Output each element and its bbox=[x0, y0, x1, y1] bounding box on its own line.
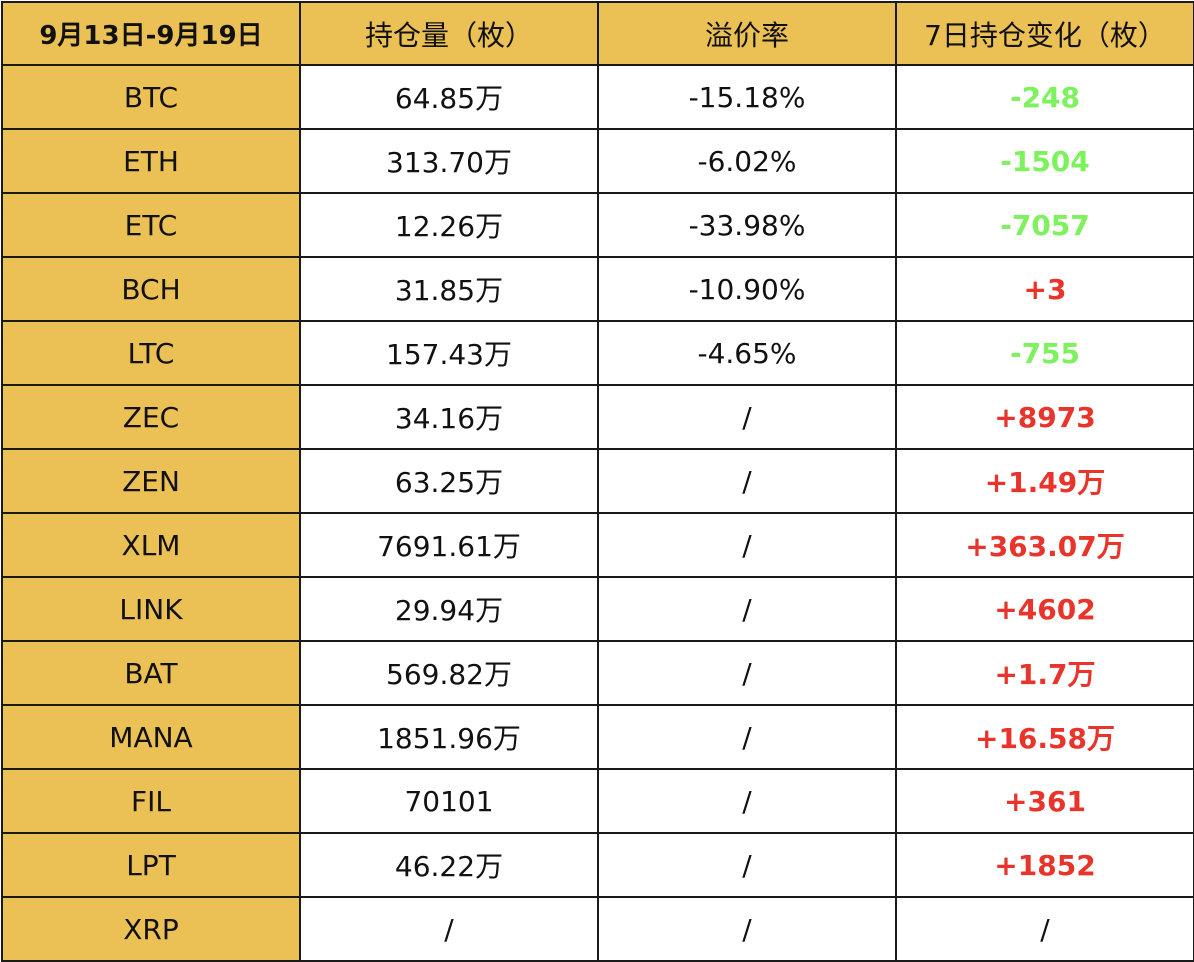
premium-cell: -10.90% bbox=[597, 256, 897, 322]
table-row: BTC 64.85万 -15.18% -248 bbox=[1, 64, 1194, 130]
change-cell: +1852 bbox=[895, 832, 1194, 898]
table-row: ETH 313.70万 -6.02% -1504 bbox=[1, 128, 1194, 194]
holding-cell: 70101 bbox=[299, 768, 599, 834]
coin-name-cell: LTC bbox=[1, 320, 301, 386]
change-cell: +363.07万 bbox=[895, 512, 1194, 578]
table-row: FIL 70101/+361 bbox=[1, 768, 1194, 834]
change-cell: +361 bbox=[895, 768, 1194, 834]
table-row: ETC 12.26万 -33.98% -7057 bbox=[1, 192, 1194, 258]
change-cell: +16.58万 bbox=[895, 704, 1194, 770]
table-row: LINK 29.94万 / +4602 bbox=[1, 576, 1194, 642]
coin-name-cell: LINK bbox=[1, 576, 301, 642]
change-cell: -755 bbox=[895, 320, 1194, 386]
premium-cell: / bbox=[597, 448, 897, 514]
holding-cell: / bbox=[299, 896, 599, 962]
holding-cell: 313.70万 bbox=[299, 128, 599, 194]
coin-name-cell: BAT bbox=[1, 640, 301, 706]
change-cell: +3 bbox=[895, 256, 1194, 322]
holding-cell: 31.85万 bbox=[299, 256, 599, 322]
holding-cell: 63.25万 bbox=[299, 448, 599, 514]
change-cell: -7057 bbox=[895, 192, 1194, 258]
premium-cell: -4.65% bbox=[597, 320, 897, 386]
table-row: BAT 569.82万 / +1.7万 bbox=[1, 640, 1194, 706]
premium-cell: / bbox=[597, 640, 897, 706]
premium-cell: / bbox=[597, 576, 897, 642]
change-cell: +1.49万 bbox=[895, 448, 1194, 514]
holding-cell: 7691.61万 bbox=[299, 512, 599, 578]
holding-header: 持仓量（枚） bbox=[299, 1, 599, 66]
coin-name-cell: LPT bbox=[1, 832, 301, 898]
holding-cell: 64.85万 bbox=[299, 64, 599, 130]
premium-cell: -33.98% bbox=[597, 192, 897, 258]
coin-name-cell: ETH bbox=[1, 128, 301, 194]
change-cell: -248 bbox=[895, 64, 1194, 130]
table-row: ZEC 34.16万 / +8973 bbox=[1, 384, 1194, 450]
change-header: 7日持仓变化（枚） bbox=[895, 1, 1194, 66]
change-cell: +8973 bbox=[895, 384, 1194, 450]
coin-name-cell: BTC bbox=[1, 64, 301, 130]
premium-cell: / bbox=[597, 704, 897, 770]
holding-cell: 34.16万 bbox=[299, 384, 599, 450]
premium-cell: -6.02% bbox=[597, 128, 897, 194]
table-row: XRP / / / bbox=[1, 896, 1194, 962]
holding-cell: 46.22万 bbox=[299, 832, 599, 898]
premium-cell: / bbox=[597, 768, 897, 834]
premium-cell: / bbox=[597, 384, 897, 450]
table-body: BTC 64.85万 -15.18% -248 ETH 313.70万 -6.02% -150… bbox=[1, 64, 1194, 962]
table-row: LPT 46.22万 / +1852 bbox=[1, 832, 1194, 898]
coin-name-cell: BCH bbox=[1, 256, 301, 322]
header-row: 9月13日-9月19日 持仓量（枚） 溢价率 7日持仓变化（枚） bbox=[1, 1, 1194, 66]
coin-name-cell: ZEC bbox=[1, 384, 301, 450]
premium-cell: / bbox=[597, 832, 897, 898]
holding-cell: 1851.96万 bbox=[299, 704, 599, 770]
table-row: MANA 1851.96万 / +16.58万 bbox=[1, 704, 1194, 770]
premium-cell: -15.18% bbox=[597, 64, 897, 130]
coin-name-cell: MANA bbox=[1, 704, 301, 770]
coin-name-cell: XLM bbox=[1, 512, 301, 578]
table-row: XLM 7691.61万 / +363.07万 bbox=[1, 512, 1194, 578]
holding-cell: 12.26万 bbox=[299, 192, 599, 258]
holding-cell: 157.43万 bbox=[299, 320, 599, 386]
holding-cell: 29.94万 bbox=[299, 576, 599, 642]
table-row: LTC 157.43万 -4.65% -755 bbox=[1, 320, 1194, 386]
table-row: BCH 31.85万 -10.90% +3 bbox=[1, 256, 1194, 322]
change-cell: +4602 bbox=[895, 576, 1194, 642]
premium-cell: / bbox=[597, 896, 897, 962]
change-cell: +1.7万 bbox=[895, 640, 1194, 706]
coin-name-cell: XRP bbox=[1, 896, 301, 962]
premium-header: 溢价率 bbox=[597, 1, 897, 66]
coin-name-cell: FIL bbox=[1, 768, 301, 834]
date-range-header: 9月13日-9月19日 bbox=[1, 1, 301, 66]
change-cell: -1504 bbox=[895, 128, 1194, 194]
coin-name-cell: ZEN bbox=[1, 448, 301, 514]
holding-cell: 569.82万 bbox=[299, 640, 599, 706]
table-row: ZEN 63.25万 / +1.49万 bbox=[1, 448, 1194, 514]
coin-name-cell: ETC bbox=[1, 192, 301, 258]
change-cell: / bbox=[895, 896, 1194, 962]
premium-cell: / bbox=[597, 512, 897, 578]
